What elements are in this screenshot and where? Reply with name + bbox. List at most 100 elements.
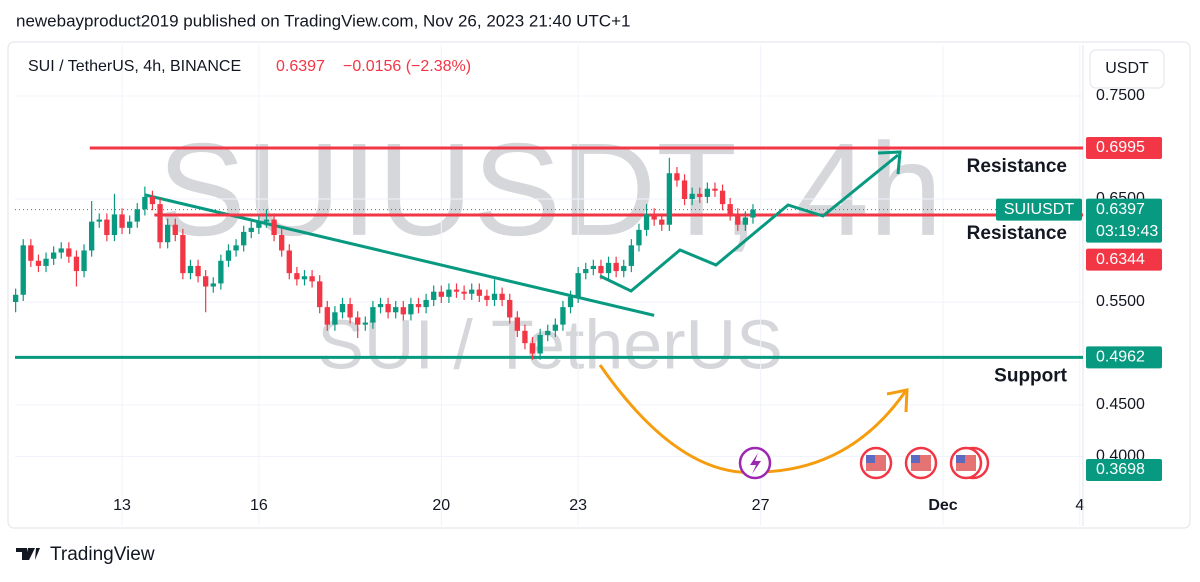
candle-body <box>613 262 619 272</box>
candle-body <box>35 260 42 266</box>
candle-body <box>666 173 673 225</box>
symbol-tag-text: SUIUSDT <box>1004 201 1074 218</box>
candle-body <box>719 190 726 205</box>
candle-body <box>134 209 140 222</box>
level-name: Resistance <box>967 223 1067 244</box>
candle-body <box>157 204 163 243</box>
candle-body <box>727 204 733 215</box>
candle-body <box>195 265 201 277</box>
candle-body <box>423 299 429 308</box>
header: newebayproduct2019 published on TradingV… <box>16 11 630 30</box>
candle-body <box>111 214 118 236</box>
candle-body <box>126 221 133 228</box>
candle-body <box>628 245 635 266</box>
countdown: 03:19:43 <box>1096 223 1158 240</box>
candle-body <box>400 307 406 315</box>
candle-body <box>355 317 361 325</box>
candle-body <box>256 221 262 228</box>
plot: SUIUSDT, 4h SUI / TetherUS 13 16 20 23 27 Dec 4 0… <box>12 45 1162 526</box>
level-label: 0.6344 <box>1096 251 1145 268</box>
arrow-head <box>877 150 902 175</box>
candle-body <box>210 283 216 287</box>
level-label: 0.3698 <box>1096 461 1145 478</box>
arrow-head <box>886 388 909 413</box>
x-tick-label: 16 <box>250 497 268 514</box>
flag-icons[interactable] <box>859 446 990 480</box>
candle-body <box>621 265 627 272</box>
candle-body <box>218 260 224 284</box>
price: 0.6397 <box>276 58 325 75</box>
x-tick-label: 27 <box>752 497 770 514</box>
candle-body <box>385 304 391 313</box>
candle-body <box>476 289 482 296</box>
candle-body <box>514 317 520 331</box>
candle-body <box>529 343 536 354</box>
candle-body <box>461 291 467 294</box>
candle-body <box>712 188 718 191</box>
candle-body <box>180 235 186 274</box>
candle-body <box>552 324 558 331</box>
candle-body <box>438 291 444 297</box>
candle-body <box>66 248 72 257</box>
candle-body <box>567 296 574 308</box>
candle-body <box>339 304 346 313</box>
candle-body <box>172 224 178 236</box>
x-tick-label: 23 <box>569 497 587 514</box>
candle-body <box>431 291 437 300</box>
currency[interactable]: USDT <box>1105 60 1149 77</box>
candle-body <box>415 304 422 308</box>
lightning <box>750 453 761 474</box>
candle-body <box>560 307 566 325</box>
candle-body <box>484 295 490 300</box>
candle-body <box>294 273 300 280</box>
candle-body <box>279 235 285 251</box>
candle-body <box>20 245 26 295</box>
candle-body <box>370 307 376 323</box>
y-tick-label: 0.5500 <box>1096 293 1145 310</box>
candle-body <box>681 180 688 199</box>
candle-body <box>491 293 498 300</box>
candle-body <box>377 304 384 308</box>
y-tick-label: 0.4500 <box>1096 396 1145 413</box>
candle-body <box>119 214 125 228</box>
logo <box>16 548 40 560</box>
projection-arrow <box>599 153 899 293</box>
x-tick-label: 20 <box>432 497 450 514</box>
candle-body <box>659 219 665 225</box>
candle-body <box>674 173 680 181</box>
candle-body <box>309 276 315 282</box>
y-tick-label: 0.7500 <box>1096 87 1145 104</box>
x-tick-label: 4 <box>1075 497 1084 514</box>
candle-body <box>233 245 239 251</box>
last-price-box <box>1086 198 1162 243</box>
candle-body <box>96 219 102 222</box>
level-label-box <box>1086 136 1162 159</box>
candle-body <box>12 294 19 302</box>
candle-body <box>453 289 460 292</box>
level-name: Resistance <box>967 156 1067 177</box>
candle-body <box>43 258 49 266</box>
candle-body <box>583 269 589 274</box>
candle-body <box>225 250 232 261</box>
candle-body <box>598 265 604 274</box>
candle-body <box>88 221 95 251</box>
candle-body <box>408 304 414 315</box>
currency-button[interactable] <box>1089 49 1165 89</box>
candle-body <box>347 304 353 318</box>
candle-body <box>750 209 756 218</box>
candle-body <box>28 245 34 261</box>
candle-body <box>104 219 110 236</box>
candle-body <box>50 252 57 259</box>
candle-body <box>165 224 171 243</box>
level-label-box <box>1086 346 1162 369</box>
candle-body <box>393 307 399 313</box>
candle-body <box>704 188 711 197</box>
candle-body <box>697 193 703 197</box>
candle-body <box>58 248 64 253</box>
candle-body <box>248 227 254 232</box>
candle-body <box>203 276 209 287</box>
x-tick-label: 13 <box>113 497 131 514</box>
candle-body <box>142 196 148 210</box>
